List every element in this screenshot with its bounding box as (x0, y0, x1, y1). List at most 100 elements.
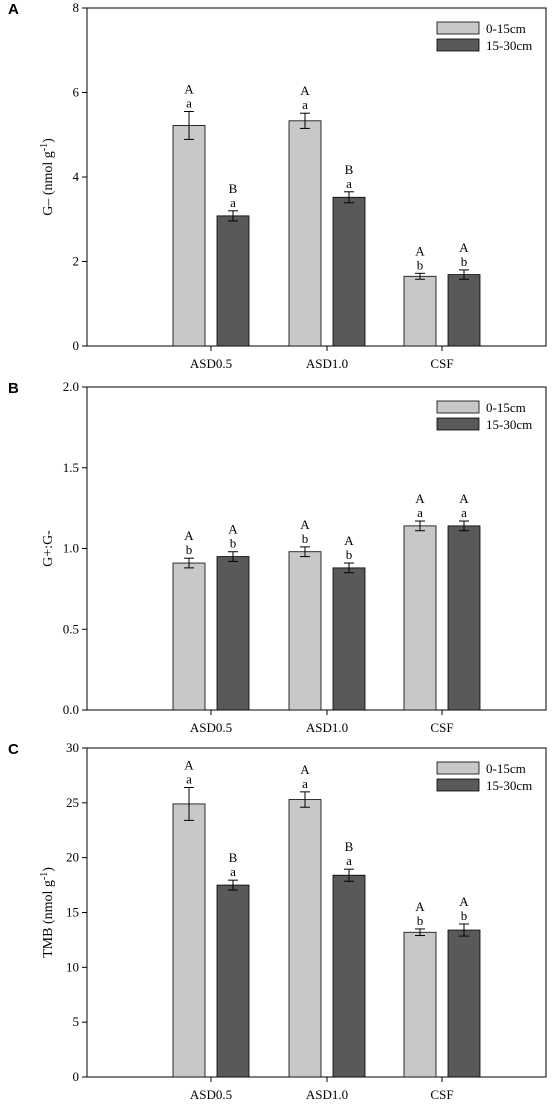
chart-panel-C: C 0 5 10 15 20 25 30 TMB (nmol g-1) ASD0.5 ASD1.0 C… (8, 740, 547, 1102)
error-bar (228, 210, 238, 222)
y-tick-label: 0.5 (63, 621, 79, 636)
legend-label: 15-30cm (486, 38, 532, 53)
x-tick-label: ASD1.0 (306, 356, 348, 371)
bar-0-15cm-CSF (403, 931, 437, 1078)
bar-0-15cm-ASD1.0 (288, 799, 322, 1078)
legend-label: 0-15cm (486, 761, 526, 776)
bar-15-30cm-ASD0.5 (216, 215, 250, 347)
panel-label: A (8, 1, 19, 18)
significance-letter-upper: A (184, 528, 194, 543)
error-bar (300, 112, 310, 129)
y-tick-label: 2.0 (63, 379, 79, 394)
error-bar (228, 551, 238, 562)
legend-swatch-15-30cm (436, 778, 480, 792)
significance-letter-upper: A (184, 82, 194, 97)
y-tick-label: 5 (73, 1014, 80, 1029)
significance-letter-upper: B (345, 839, 354, 854)
x-tick-label: ASD0.5 (190, 720, 232, 735)
significance-letter-lower: a (417, 505, 423, 520)
y-tick-label: 10 (66, 959, 79, 974)
legend: 0-15cm 15-30cm (436, 761, 532, 793)
legend-swatch-0-15cm (436, 400, 480, 414)
bar-0-15cm-ASD1.0 (288, 120, 322, 347)
significance-letter-upper: A (415, 243, 425, 258)
panel-label: C (8, 741, 19, 758)
bar-15-30cm-ASD1.0 (332, 567, 366, 711)
significance-letter-lower: a (230, 864, 236, 879)
legend-swatch-15-30cm (436, 417, 480, 431)
error-bar (300, 546, 310, 558)
y-axis-title: G+:G- (41, 530, 56, 567)
y-tick-label: 1.5 (63, 460, 79, 475)
legend: 0-15cm 15-30cm (436, 400, 532, 432)
error-bar (184, 111, 194, 140)
significance-letter-upper: A (415, 491, 425, 506)
y-tick-label: 4 (73, 169, 80, 184)
x-tick-label: ASD0.5 (190, 1087, 232, 1102)
legend-swatch-0-15cm (436, 761, 480, 775)
legend-label: 0-15cm (486, 400, 526, 415)
significance-letter-lower: b (346, 547, 353, 562)
significance-letter-lower: b (461, 908, 468, 923)
y-tick-label: 15 (66, 905, 79, 920)
panel-label: B (8, 380, 19, 397)
legend-swatch-0-15cm (436, 21, 480, 35)
significance-letter-upper: A (228, 522, 238, 537)
significance-letter-lower: b (417, 913, 424, 928)
y-tick-label: 0 (73, 338, 80, 353)
significance-letter-lower: b (186, 542, 193, 557)
bar-15-30cm-ASD0.5 (216, 556, 250, 711)
significance-letter-upper: A (344, 533, 354, 548)
x-tick-label: ASD1.0 (306, 720, 348, 735)
significance-letter-upper: B (229, 850, 238, 865)
significance-letter-upper: A (459, 240, 469, 255)
significance-letter-lower: a (461, 505, 467, 520)
y-tick-label: 2 (73, 254, 80, 269)
bar-15-30cm-CSF (447, 929, 481, 1078)
legend-label: 15-30cm (486, 417, 532, 432)
error-bar (344, 868, 354, 882)
significance-letter-lower: a (230, 195, 236, 210)
bar-15-30cm-CSF (447, 525, 481, 711)
error-bar (415, 272, 425, 280)
y-axis-title: G– (nmol g-1) (39, 138, 57, 216)
significance-letter-upper: A (300, 83, 310, 98)
significance-letter-upper: A (459, 894, 469, 909)
y-axis-title: TMB (nmol g-1) (39, 867, 57, 958)
y-tick-label: 30 (66, 740, 79, 755)
y-tick-label: 25 (66, 795, 79, 810)
significance-letter-lower: a (346, 853, 352, 868)
y-tick-label: 20 (66, 850, 79, 865)
error-bar (184, 557, 194, 569)
significance-letter-lower: b (417, 257, 424, 272)
significance-letter-upper: A (415, 899, 425, 914)
error-bar (300, 791, 310, 808)
bar-15-30cm-ASD1.0 (332, 196, 366, 347)
error-bar (415, 928, 425, 937)
bar-0-15cm-ASD0.5 (172, 803, 206, 1078)
error-bar (228, 879, 238, 891)
y-tick-label: 8 (73, 0, 80, 15)
y-tick-label: 0 (73, 1069, 80, 1084)
significance-letter-upper: B (229, 181, 238, 196)
bar-0-15cm-ASD1.0 (288, 551, 322, 711)
x-tick-label: CSF (430, 1087, 453, 1102)
error-bar (459, 520, 469, 532)
bar-15-30cm-CSF (447, 274, 481, 347)
significance-letter-upper: B (345, 162, 354, 177)
x-tick-label: CSF (430, 356, 453, 371)
legend-label: 15-30cm (486, 778, 532, 793)
legend-swatch-15-30cm (436, 38, 480, 52)
y-tick-label: 0.0 (63, 702, 79, 717)
significance-letter-lower: b (461, 254, 468, 269)
y-tick-label: 1.0 (63, 541, 79, 556)
legend-label: 0-15cm (486, 21, 526, 36)
significance-letter-upper: A (300, 517, 310, 532)
significance-letter-lower: a (186, 96, 192, 111)
bar-15-30cm-ASD0.5 (216, 884, 250, 1078)
x-tick-label: CSF (430, 720, 453, 735)
error-bar (415, 520, 425, 532)
bar-0-15cm-ASD0.5 (172, 125, 206, 347)
